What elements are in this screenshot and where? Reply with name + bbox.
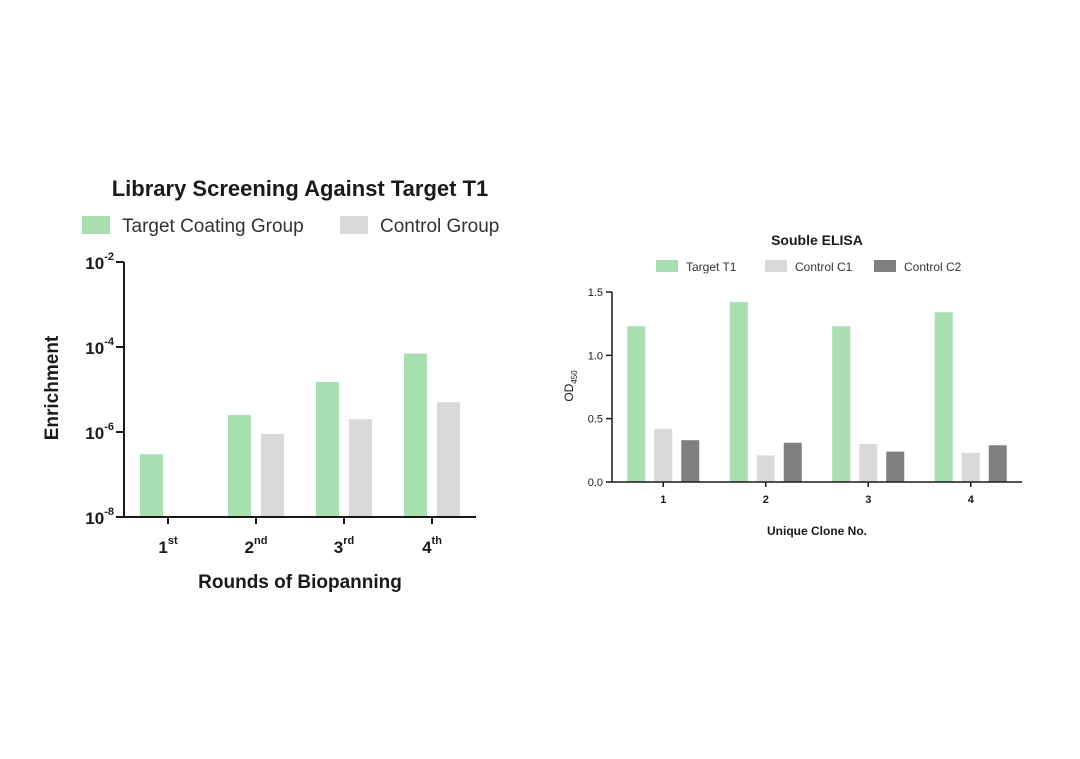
legend-swatch [765, 260, 787, 272]
x-axis-label: Unique Clone No. [767, 524, 867, 538]
y-tick-label: 1.0 [588, 350, 603, 362]
chart-title: Library Screening Against Target T1 [112, 176, 489, 201]
y-axis-label: Enrichment [42, 335, 63, 440]
legend-label: Target Coating Group [122, 216, 304, 237]
legend-swatch [82, 216, 110, 234]
bar [934, 312, 953, 482]
x-tick-label: 3rd [334, 535, 354, 557]
bar [681, 440, 700, 482]
legend-label: Control Group [380, 216, 499, 237]
bar [140, 454, 163, 517]
bar [961, 452, 980, 482]
x-tick-label: 4th [422, 535, 442, 557]
y-tick-label: 10-2 [85, 251, 114, 273]
bar [832, 326, 851, 482]
x-tick-label: 1 [660, 494, 666, 506]
bar [756, 455, 775, 482]
tick-exponent: -6 [104, 421, 114, 433]
x-tick-label: 2nd [245, 535, 268, 557]
x-tick-label: 2 [763, 494, 769, 506]
bar [729, 302, 748, 482]
tick-base: 10 [85, 254, 104, 273]
tick-exponent: -2 [104, 251, 114, 263]
x-tick-label: 3 [865, 494, 871, 506]
label-base: OD [562, 383, 576, 401]
y-axis-label: OD450 [562, 370, 579, 402]
bars-group [627, 302, 1007, 482]
tick-superscript: rd [343, 535, 354, 547]
tick-base: 4 [422, 538, 432, 557]
bar [627, 326, 646, 482]
tick-base: 1 [158, 538, 167, 557]
legend-swatch [656, 260, 678, 272]
bar [261, 433, 284, 517]
x-tick-label: 4 [968, 494, 975, 506]
legend-label: Control C1 [795, 260, 853, 274]
bar [228, 415, 251, 517]
tick-base: 10 [85, 509, 104, 528]
legend-swatch [874, 260, 896, 272]
y-tick-label: 10-4 [85, 336, 115, 358]
tick-base: 3 [334, 538, 343, 557]
elisa-chart: Souble ELISA Target T1 Control C1 Control … [562, 232, 1022, 538]
tick-exponent: -8 [104, 506, 114, 518]
tick-exponent: -4 [104, 336, 115, 348]
chart-legend: Target Coating Group Control Group [82, 216, 499, 237]
y-tick-label: 1.5 [588, 287, 603, 299]
label-subscript: 450 [570, 370, 579, 384]
bar [316, 382, 339, 517]
y-axis-label-text: OD450 [562, 370, 579, 402]
enrichment-chart: Library Screening Against Target T1 Targ… [42, 176, 499, 593]
bar [859, 444, 878, 482]
x-tick-label: 1st [158, 535, 178, 557]
bar [349, 419, 372, 517]
bar [886, 451, 905, 482]
chart-legend: Target T1 Control C1 Control C2 [656, 260, 962, 274]
bar [437, 402, 460, 517]
legend-swatch [340, 216, 368, 234]
bar [654, 428, 673, 482]
tick-superscript: st [168, 535, 178, 547]
bar [988, 445, 1007, 482]
bar [783, 442, 802, 482]
tick-superscript: th [432, 535, 443, 547]
legend-label: Control C2 [904, 260, 962, 274]
bar [404, 353, 427, 517]
y-tick-label: 10-8 [85, 506, 114, 528]
y-tick-label: 10-6 [85, 421, 114, 443]
axes-group: 0.0 0.5 1.0 1.5 1 2 3 4 [588, 287, 1022, 506]
legend-label: Target T1 [686, 260, 737, 274]
bars-group [140, 353, 460, 517]
tick-base: 10 [85, 424, 104, 443]
tick-base: 10 [85, 339, 104, 358]
y-tick-label: 0.5 [588, 414, 603, 426]
chart-title: Souble ELISA [771, 232, 863, 248]
x-axis-label: Rounds of Biopanning [198, 572, 402, 593]
tick-base: 2 [245, 538, 254, 557]
tick-superscript: nd [254, 535, 267, 547]
y-tick-label: 0.0 [588, 477, 603, 489]
